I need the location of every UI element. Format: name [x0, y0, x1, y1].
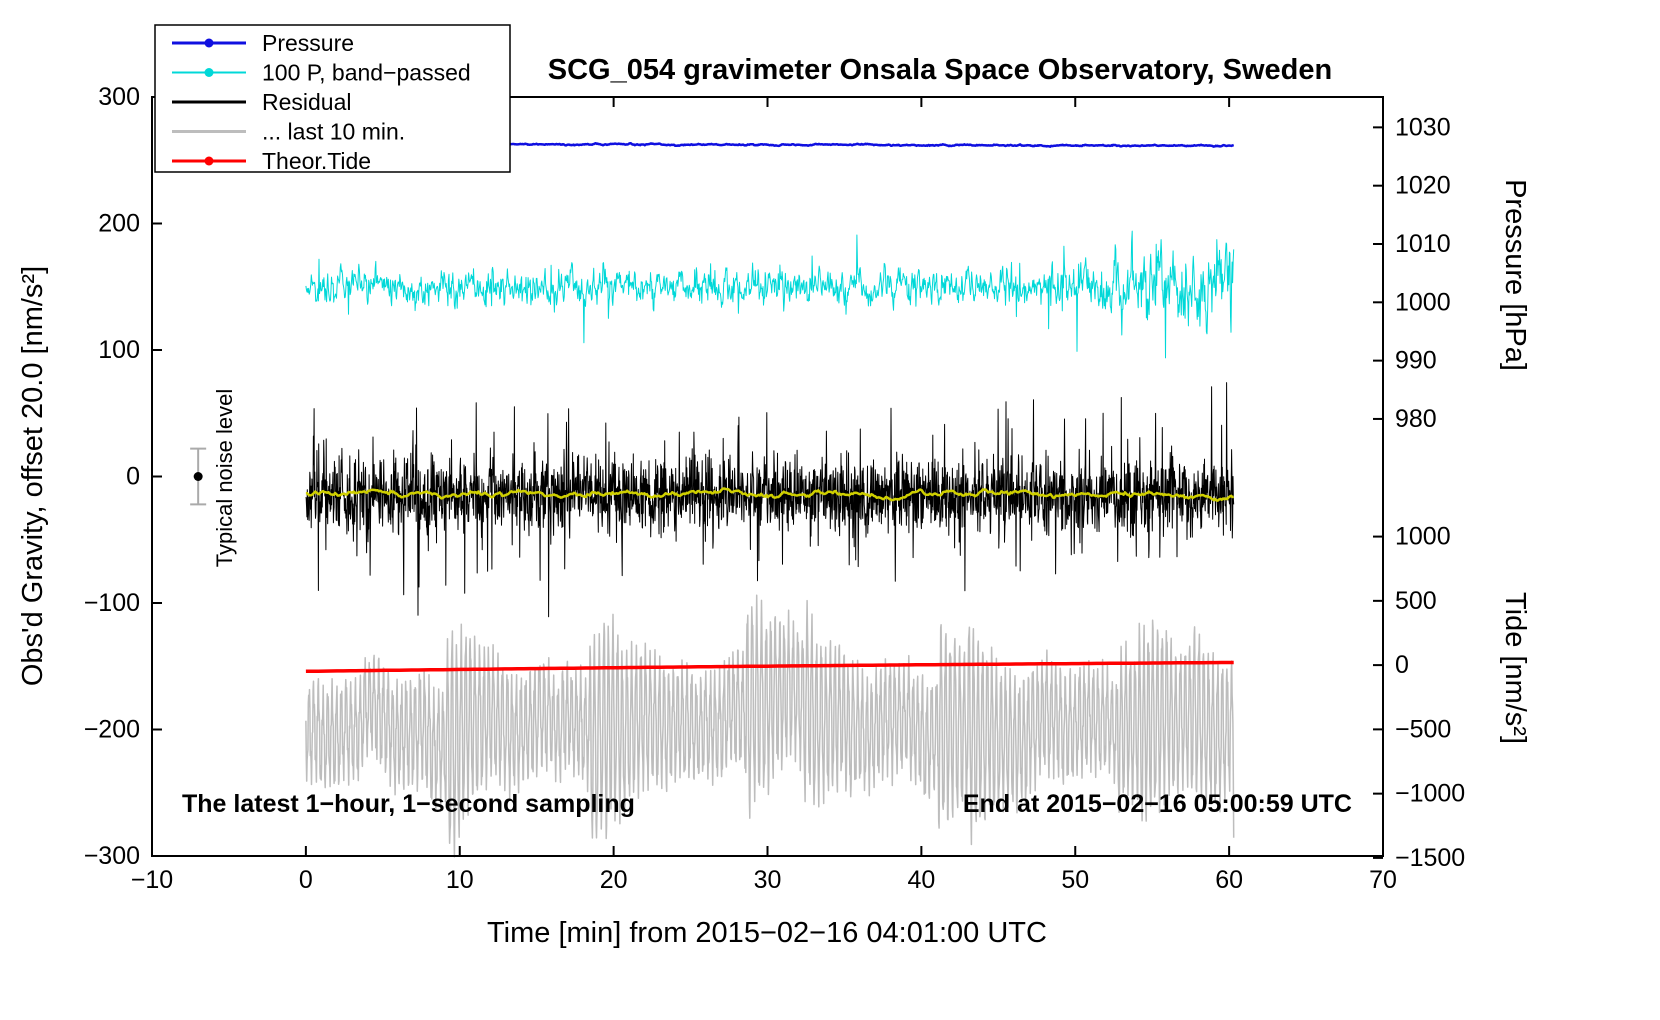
- y-axis-label-pressure: Pressure [hPa]: [1499, 179, 1531, 371]
- legend-label: 100 P, band−passed: [262, 60, 471, 86]
- tick-label: 1020: [1395, 172, 1451, 200]
- y-axis-label-left: Obs'd Gravity, offset 20.0 [nm/s²]: [17, 266, 49, 686]
- legend-item-residual: Residual: [172, 89, 352, 115]
- tick-label: 20: [600, 866, 628, 894]
- legend-label: Pressure: [262, 30, 354, 56]
- noise-level-label: Typical noise level: [212, 389, 237, 568]
- tick-label: 980: [1395, 405, 1437, 433]
- tick-label: 1030: [1395, 113, 1451, 141]
- tick-label: 70: [1369, 866, 1397, 894]
- series-residual: [305, 382, 1235, 618]
- tick-label: 100: [98, 336, 140, 364]
- legend-dot: [204, 68, 214, 77]
- series--last-10-min-: [305, 594, 1235, 858]
- chart-title: SCG_054 gravimeter Onsala Space Observat…: [548, 54, 1332, 86]
- legend-dot: [204, 156, 214, 166]
- legend-label: Residual: [262, 89, 352, 115]
- tick-labels: −10 0 10 20 30 40 50 60 70−300−200−1000100200300…: [84, 83, 1466, 894]
- legend-item-100-p-band-passed: 100 P, band−passed: [172, 60, 471, 86]
- tick-label: 0: [1395, 651, 1409, 679]
- tick-label: −100: [84, 589, 140, 617]
- legend-item--last-10-min-: ... last 10 min.: [172, 119, 405, 145]
- tick-label: −300: [84, 842, 140, 870]
- legend-item-pressure: Pressure: [172, 30, 354, 56]
- tick-label: 1000: [1395, 523, 1451, 551]
- noise-dot: [193, 472, 203, 481]
- tick-label: 500: [1395, 587, 1437, 615]
- legend-box: [154, 24, 511, 173]
- legend: Pressure 100 P, band−passed Residual ... la…: [154, 24, 511, 174]
- tick-label: −10: [131, 866, 173, 894]
- series-theor-tide: [305, 660, 1234, 674]
- series-layer: [305, 141, 1235, 858]
- legend-label: Theor.Tide: [262, 148, 371, 174]
- tick-label: 60: [1215, 866, 1243, 894]
- series-100-p-band-passed: [305, 230, 1235, 359]
- tick-label: 10: [446, 866, 474, 894]
- legend-item-theor-tide: Theor.Tide: [172, 148, 371, 174]
- y-axis-label-tide: Tide [nm/s²]: [1499, 592, 1531, 744]
- tick-label: 0: [299, 866, 313, 894]
- tick-label: 1010: [1395, 230, 1451, 258]
- tick-label: −1500: [1395, 844, 1465, 872]
- tick-label: 50: [1061, 866, 1089, 894]
- tick-label: −500: [1395, 715, 1451, 743]
- tick-label: −200: [84, 716, 140, 744]
- tick-label: 0: [126, 463, 140, 491]
- end-time-note: End at 2015−02−16 05:00:59 UTC: [963, 790, 1352, 818]
- tick-label: 990: [1395, 347, 1437, 375]
- tick-label: 300: [98, 83, 140, 111]
- sampling-note: The latest 1−hour, 1−second sampling: [182, 790, 635, 818]
- x-axis-label: Time [min] from 2015−02−16 04:01:00 UTC: [487, 917, 1047, 949]
- noise-level-marker: [190, 447, 207, 506]
- tick-label: 200: [98, 210, 140, 238]
- series-residual-smoothed: [305, 487, 1234, 502]
- tick-label: −1000: [1395, 780, 1465, 808]
- tick-label: 30: [754, 866, 782, 894]
- legend-label: ... last 10 min.: [262, 119, 405, 145]
- tick-label: 40: [907, 866, 935, 894]
- legend-dot: [204, 38, 214, 48]
- tick-label: 1000: [1395, 288, 1451, 316]
